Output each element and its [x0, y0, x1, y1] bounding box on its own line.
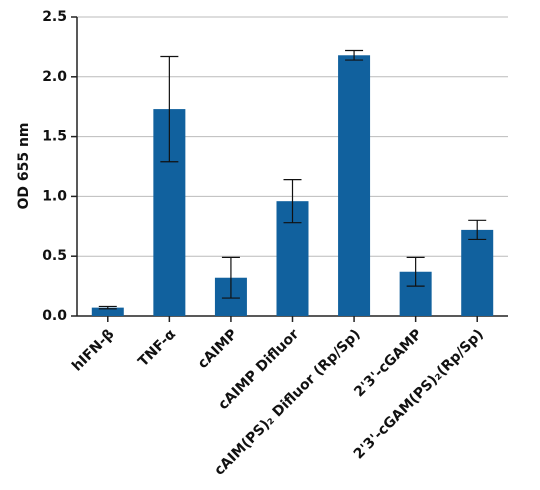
error-bar	[345, 49, 364, 61]
bar	[338, 55, 371, 316]
error-bar	[406, 256, 425, 287]
y-tick-label: 1.5	[42, 129, 67, 145]
error-bar	[221, 256, 240, 299]
y-axis-label: OD 655 nm	[16, 122, 32, 209]
y-tick-label: 1.0	[42, 188, 67, 204]
x-tick-label: 2'3'-cGAM(PS)₂(Rp/Sp)	[351, 326, 487, 462]
bar	[91, 307, 124, 316]
bar	[461, 229, 494, 316]
error-bar	[283, 179, 302, 224]
y-tick-label: 0.5	[42, 248, 67, 264]
x-tick-label: TNF-α	[135, 326, 179, 370]
error-bar	[468, 219, 487, 241]
error-bar	[98, 305, 117, 310]
y-tick-label: 2.0	[42, 69, 67, 85]
x-tick-label: hIFN-β	[69, 326, 117, 374]
y-tick-label: 2.5	[42, 9, 67, 25]
x-tick-label: cAIMP	[195, 326, 241, 372]
y-tick-label: 0.0	[42, 308, 67, 324]
error-bar	[160, 55, 179, 163]
